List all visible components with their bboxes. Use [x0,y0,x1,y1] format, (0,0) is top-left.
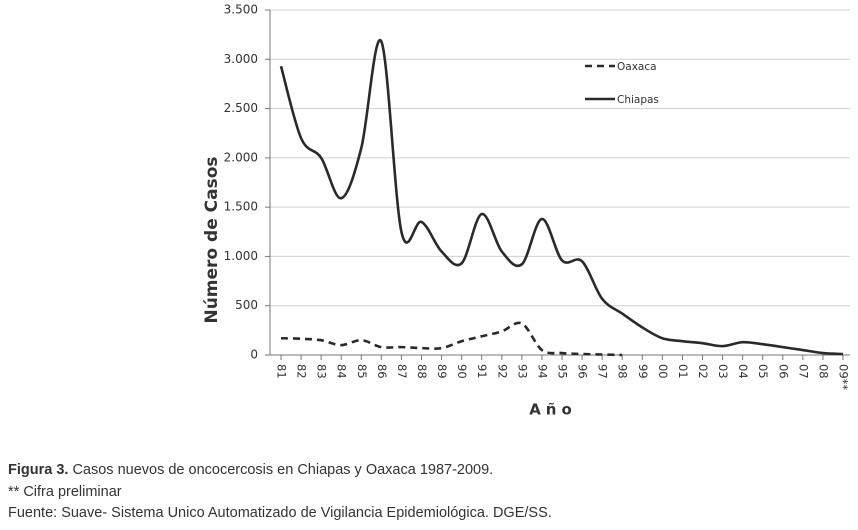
x-tick-label: 93 [515,364,529,379]
x-tick-label: 02 [696,364,710,379]
x-tick-label: 04 [736,364,750,379]
x-tick-label: 99 [636,364,650,379]
y-tick-label: 1.500 [224,200,258,214]
y-tick-label: 2.000 [224,150,258,164]
legend-label: Oaxaca [617,61,657,73]
x-tick-label: 03 [716,364,730,379]
x-axis-label: Año [529,401,577,419]
x-tick-label: 84 [335,364,349,379]
x-tick-label: 83 [315,364,329,379]
x-tick-label: 91 [475,364,489,379]
y-tick-label: 0 [250,348,258,362]
x-tick-label: 92 [495,364,509,379]
x-tick-label: 87 [395,364,409,379]
x-tick-label: 05 [756,364,770,379]
y-tick-label: 1.000 [224,249,258,263]
x-tick-label: 00 [656,364,670,379]
chart: Número de Casos Año 05001.0001.5002.0002… [202,3,851,419]
x-tick-label: 97 [596,364,610,379]
series-line [280,321,623,357]
x-tick-label: 86 [375,364,389,379]
x-tick-label: 89 [435,364,449,379]
caption-label: Figura 3. [8,462,69,478]
y-tick-label: 500 [235,298,258,312]
y-axis-label: Número de Casos [202,156,222,323]
x-tick-label: 98 [616,364,630,379]
x-tick-label: 01 [676,364,690,379]
x-tick-label: 07 [796,364,810,379]
y-tick-label: 3.500 [224,3,258,17]
x-tick-label: 06 [776,364,790,379]
x-tick-label: 94 [535,364,549,379]
caption-note: ** Cifra preliminar [8,484,122,500]
x-tick-label: 08 [816,364,830,379]
x-tick-label: 88 [415,364,429,379]
caption: Figura 3. Casos nuevos de oncocercosis en… [8,460,493,480]
y-tick-label: 3.000 [224,52,258,66]
x-tick-label: 82 [295,364,309,379]
legend-label: Chiapas [617,94,659,106]
caption-text: Casos nuevos de oncocercosis en Chiapas … [72,462,494,478]
x-tick-label: 90 [455,364,469,379]
caption-source: Fuente: Suave- Sistema Unico Automatizad… [8,505,552,521]
y-tick-label: 2.500 [224,101,258,115]
x-tick-label: 85 [355,364,369,379]
x-tick-label: 09** [837,364,851,390]
x-tick-label: 95 [556,364,570,379]
x-tick-label: 96 [576,364,590,379]
series-line [279,38,844,356]
x-tick-label: 81 [275,364,289,379]
